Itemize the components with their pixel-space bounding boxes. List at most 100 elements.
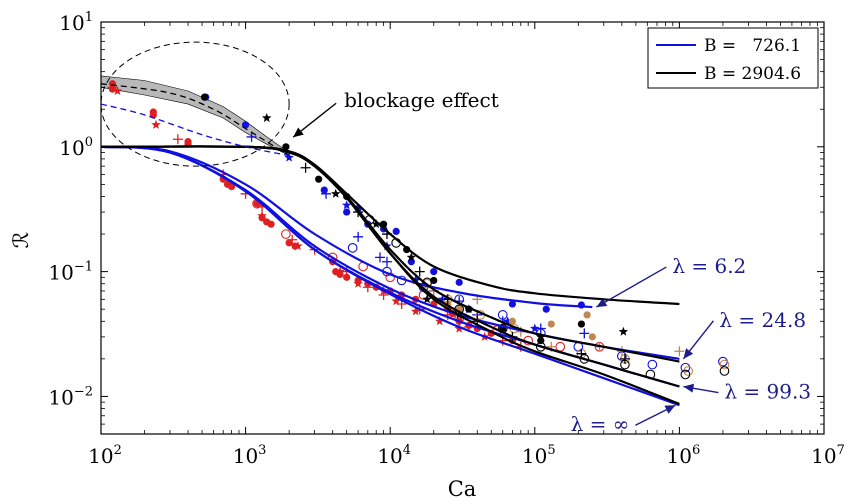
data-point-ring-3-1 <box>281 229 291 239</box>
y-axis-label: ℛ <box>9 231 33 248</box>
data-point-ring-3-4 <box>385 272 396 283</box>
data-point-plus-12-8 <box>619 353 630 364</box>
data-point-dot-4-10 <box>455 278 463 286</box>
data-point-plus-1-1 <box>172 134 183 145</box>
y-tick-label--1: 10−1 <box>48 260 93 285</box>
data-point-dot-11-0 <box>200 93 209 101</box>
data-point-plus-5-2 <box>353 231 364 242</box>
data-point-star-2-4 <box>293 241 303 251</box>
data-point-plus-5-3 <box>374 252 385 263</box>
data-point-star-13-3 <box>406 252 417 262</box>
series-line-b-726-1-lambda-inf <box>101 145 680 407</box>
series-line-b-726-1-lambda-99-3 <box>101 145 680 388</box>
lambda-label--6-2: λ = 6.2 <box>672 254 746 278</box>
data-point-star-2-0 <box>112 86 123 95</box>
data-point-plus-5-0 <box>246 131 257 142</box>
data-point-star-13-4 <box>422 294 432 304</box>
data-point-star-6-4 <box>437 294 448 304</box>
data-point-ring-7-0 <box>347 243 358 253</box>
data-point-plus-12-3 <box>414 266 425 277</box>
lambda-arrow--inf-head <box>664 405 676 414</box>
data-point-plus-1-5 <box>287 234 298 245</box>
series-line-b-726-1-lambda-6-2 <box>101 145 593 309</box>
plot-frame <box>100 21 825 435</box>
data-point-ring-10-7 <box>719 359 730 370</box>
data-point-star-2-10 <box>435 316 445 326</box>
x-tick-label-5: 105 <box>522 443 556 468</box>
data-point-plus-5-1 <box>321 188 332 199</box>
data-point-dot-11-10 <box>577 320 585 328</box>
data-point-dot-8-2 <box>508 317 517 325</box>
data-point-dot-4-12 <box>542 305 550 313</box>
data-point-star-2-9 <box>410 306 421 316</box>
data-point-plus-5-4 <box>381 256 392 267</box>
data-point-star-6-1 <box>341 200 352 210</box>
data-point-star-6-7 <box>530 323 540 333</box>
y-tick-label-1: 101 <box>59 10 93 35</box>
data-point-ring-7-5 <box>497 310 508 320</box>
legend-label-b-2904: B = 2904.6 <box>704 64 801 84</box>
data-point-ring-7-9 <box>647 359 658 370</box>
data-point-dot-11-1 <box>282 143 290 151</box>
data-point-ring-7-10 <box>680 362 691 373</box>
blockage-ellipse <box>100 41 290 167</box>
data-point-star-2-1 <box>151 119 161 129</box>
lambda-arrow--24-8-head <box>683 348 694 359</box>
x-tick-label-2: 102 <box>88 443 122 468</box>
lambda-arrow--6-2-head <box>596 298 608 308</box>
data-point-star-2-2 <box>226 179 237 189</box>
data-point-dot-0-18 <box>343 273 351 281</box>
x-axis-label: Ca <box>448 477 477 501</box>
data-point-dot-11-5 <box>403 246 411 254</box>
y-tick-label--2: 10−2 <box>48 384 93 409</box>
data-point-star-2-8 <box>391 296 401 306</box>
data-point-star-13-7 <box>618 326 629 336</box>
lambda-arrow--99-3-head <box>683 383 695 393</box>
data-point-ring-14-10 <box>719 366 730 376</box>
data-point-dot-4-3 <box>343 208 351 216</box>
data-point-dot-8-5 <box>588 333 596 341</box>
x-tick-label-4: 104 <box>377 443 411 468</box>
data-point-dot-4-9 <box>430 268 438 276</box>
data-point-plus-12-0 <box>300 162 311 173</box>
series-line-blockage-9 <box>101 103 290 157</box>
data-point-ring-14-7 <box>620 359 630 370</box>
data-point-plus-5-11 <box>579 328 590 339</box>
data-point-ring-3-9 <box>555 341 566 352</box>
legend-label-b-726: B = 726.1 <box>704 36 801 56</box>
data-point-star-13-1 <box>331 188 341 198</box>
series-line-blockage-8 <box>101 83 290 157</box>
data-point-star-2-6 <box>353 278 363 288</box>
data-point-plus-1-8 <box>362 282 373 293</box>
series-line-b-2904-6-lambda-6-2 <box>101 145 680 306</box>
lambda-arrow--6-2 <box>595 266 667 308</box>
blockage-band <box>101 75 290 157</box>
data-point-star-2-5 <box>335 266 345 276</box>
lambda-label--99-3: λ = 99.3 <box>724 380 811 404</box>
data-point-star-13-6 <box>536 331 546 341</box>
data-point-dot-0-12 <box>267 220 275 228</box>
data-point-dot-8-4 <box>583 311 591 319</box>
data-point-star-6-0 <box>284 152 294 162</box>
data-point-ring-10-6 <box>683 366 694 376</box>
series-line-b-2904-6-lambda-99-3 <box>101 145 680 388</box>
y-tick-label-0: 100 <box>59 135 93 160</box>
blockage-arrow-head <box>293 127 304 138</box>
series-line-b-2904-6-lambda-inf <box>101 145 680 406</box>
legend-box <box>647 27 819 89</box>
data-point-star-2-3 <box>257 210 267 220</box>
data-point-dot-4-11 <box>508 300 517 308</box>
data-point-plus-1-0 <box>107 82 118 93</box>
data-point-dot-0-13 <box>285 239 293 247</box>
lambda-label--inf: λ = ∞ <box>571 412 630 436</box>
data-point-dot-11-2 <box>315 175 323 183</box>
data-point-ring-14-9 <box>680 369 691 380</box>
blockage-label: blockage effect <box>344 88 499 112</box>
data-point-dot-4-2 <box>320 186 328 194</box>
x-tick-label-3: 103 <box>233 443 267 468</box>
data-point-star-13-0 <box>262 113 272 123</box>
x-tick-label-7: 107 <box>811 443 845 468</box>
x-tick-label-6: 106 <box>667 443 701 468</box>
data-point-star-13-2 <box>371 219 381 229</box>
